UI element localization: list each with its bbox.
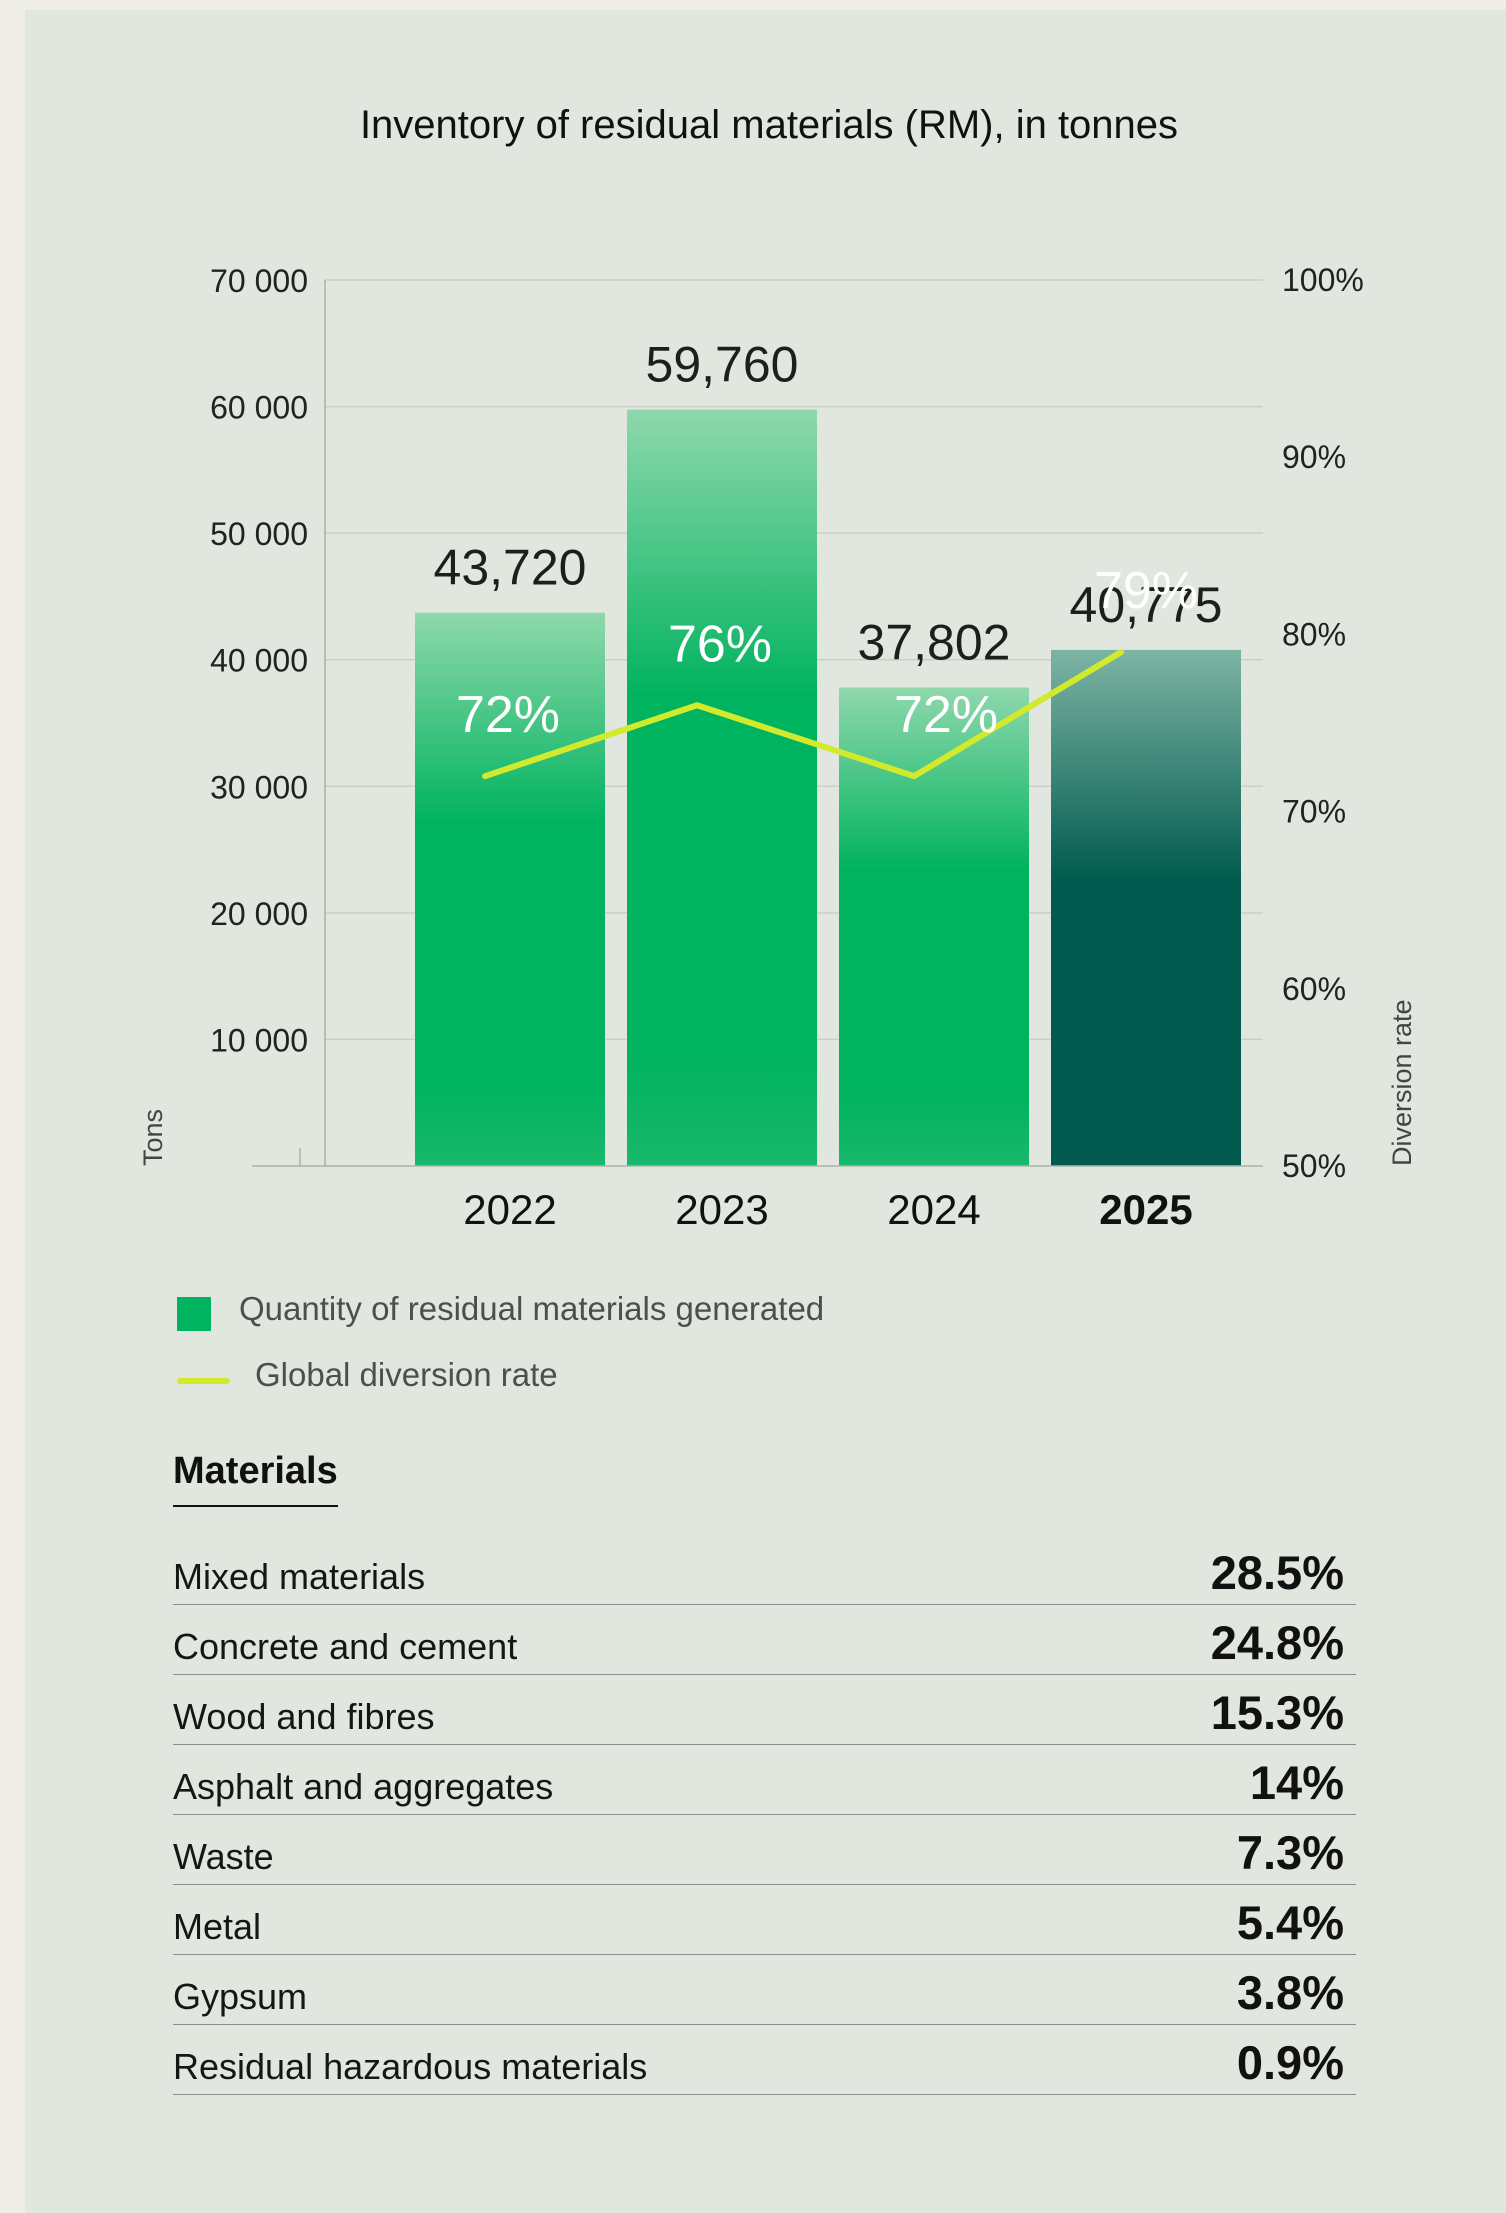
x-tick-label: 2025 xyxy=(1099,1186,1192,1233)
axes: 10 000 20 000 30 000 40 000 50 000 60 000 70 0… xyxy=(138,262,1417,1184)
material-label: Gypsum xyxy=(173,1976,308,2017)
y2-tick-label: 80% xyxy=(1282,616,1346,652)
material-row: Residual hazardous materials 0.9% xyxy=(173,2025,1356,2095)
materials-heading: Materials xyxy=(173,1450,338,1507)
bar-value-label: 59,760 xyxy=(646,337,799,393)
bar-2023 xyxy=(627,409,817,1166)
bar-value-label: 43,720 xyxy=(434,540,587,596)
bar-2022 xyxy=(415,612,605,1166)
materials-table: Materials Mixed materials 28.5% Concrete a… xyxy=(173,1450,1356,2095)
legend-swatch-bar xyxy=(177,1297,211,1331)
x-tick-label: 2022 xyxy=(463,1186,556,1233)
y-tick-label: 70 000 xyxy=(210,263,308,299)
y2-tick-label: 50% xyxy=(1282,1148,1346,1184)
y2-tick-label: 70% xyxy=(1282,794,1346,830)
legend-label-diversion: Global diversion rate xyxy=(255,1356,558,1393)
y-tick-label: 20 000 xyxy=(210,896,308,932)
material-row: Gypsum 3.8% xyxy=(173,1955,1356,2025)
material-row: Metal 5.4% xyxy=(173,1885,1356,1955)
materials-list: Mixed materials 28.5% Concrete and cement 2… xyxy=(173,1535,1356,2095)
chart: Inventory of residual materials (RM), in… xyxy=(138,103,1417,1233)
material-label: Residual hazardous materials xyxy=(173,2046,648,2087)
material-row: Wood and fibres 15.3% xyxy=(173,1675,1356,1745)
material-label: Asphalt and aggregates xyxy=(173,1766,554,1807)
rate-label: 72% xyxy=(894,686,998,744)
bars xyxy=(415,409,1241,1166)
y2-tick-label: 100% xyxy=(1282,262,1364,298)
material-value: 3.8% xyxy=(1236,1966,1344,2019)
material-value: 5.4% xyxy=(1236,1896,1344,1949)
material-label: Metal xyxy=(173,1906,262,1947)
y-axis-label: Tons xyxy=(138,1109,168,1166)
y2-tick-label: 60% xyxy=(1282,971,1346,1007)
material-value: 0.9% xyxy=(1236,2036,1344,2089)
material-row: Asphalt and aggregates 14% xyxy=(173,1745,1356,1815)
diversion-rate-line xyxy=(482,649,1124,780)
bar-value-label: 40,775 xyxy=(1070,577,1223,633)
legend-label-quantity: Quantity of residual materials generated xyxy=(239,1290,825,1327)
material-label: Concrete and cement xyxy=(173,1626,518,1667)
material-label: Waste xyxy=(173,1836,274,1877)
bar-value-label: 37,802 xyxy=(858,615,1011,671)
chart-title: Inventory of residual materials (RM), in… xyxy=(360,103,1178,147)
material-value: 28.5% xyxy=(1210,1546,1344,1599)
y-tick-label: 30 000 xyxy=(210,769,308,805)
y-tick-label: 50 000 xyxy=(210,516,308,552)
material-value: 15.3% xyxy=(1210,1686,1344,1739)
x-tick-label: 2023 xyxy=(675,1186,768,1233)
material-label: Wood and fibres xyxy=(173,1696,435,1737)
y2-axis-label: Diversion rate xyxy=(1387,999,1417,1166)
rate-label: 76% xyxy=(668,615,772,673)
material-row: Concrete and cement 24.8% xyxy=(173,1605,1356,1675)
data-labels: 43,720 2022 72% 59,760 2023 76% 37,802 2024 72% 4… xyxy=(434,337,1223,1233)
material-row: Mixed materials 28.5% xyxy=(173,1535,1356,1605)
x-tick-label: 2024 xyxy=(887,1186,980,1233)
legend-swatch-line xyxy=(177,1378,230,1384)
material-value: 7.3% xyxy=(1236,1826,1344,1879)
y2-tick-label: 90% xyxy=(1282,439,1346,475)
y-tick-label: 60 000 xyxy=(210,390,308,426)
material-label: Mixed materials xyxy=(173,1556,426,1597)
material-value: 14% xyxy=(1249,1756,1344,1809)
diversion-line xyxy=(482,649,1124,780)
y-tick-label: 10 000 xyxy=(210,1022,308,1058)
rate-label: 79% xyxy=(1094,562,1198,620)
rate-label: 72% xyxy=(456,686,560,744)
material-row: Waste 7.3% xyxy=(173,1815,1356,1885)
bar-2025 xyxy=(1051,649,1241,1166)
material-value: 24.8% xyxy=(1210,1616,1344,1669)
y-tick-label: 40 000 xyxy=(210,643,308,679)
